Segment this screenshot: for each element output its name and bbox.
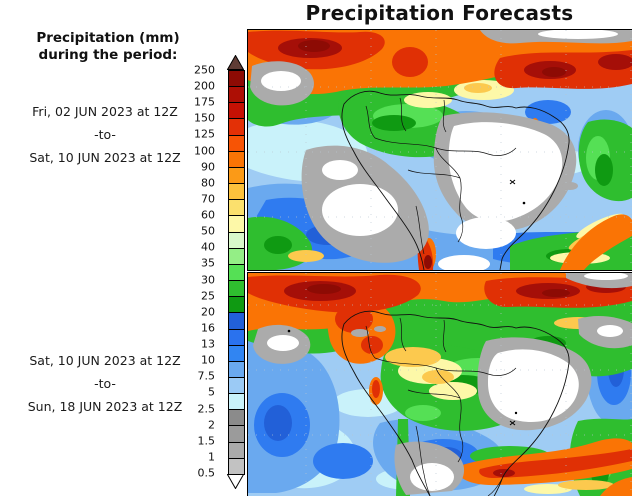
colorbar-segment	[229, 232, 244, 249]
colorbar-label: 90	[201, 160, 215, 174]
colorbar-label: 70	[201, 192, 215, 206]
colorbar-segment	[229, 329, 244, 346]
colorbar-label: 16	[201, 321, 215, 335]
colorbar-label: 40	[201, 240, 215, 254]
colorbar-label: 175	[194, 95, 215, 109]
colorbar-label: 1	[208, 450, 215, 464]
colorbar-label: 80	[201, 176, 215, 190]
period-1-separator: -to-	[94, 127, 116, 142]
colorbar-segment	[229, 281, 244, 298]
colorbar-label: 1.5	[197, 434, 216, 448]
period-2-start: Sat, 10 JUN 2023 at 12Z	[29, 353, 181, 368]
colorbar-label: 25	[201, 289, 215, 303]
colorbar-label: 200	[194, 79, 215, 93]
colorbar-segment	[229, 394, 244, 411]
colorbar-label: 35	[201, 256, 215, 270]
grid-dots	[248, 30, 632, 270]
forecast-map-period-1	[247, 29, 632, 271]
colorbar-label: 0.5	[197, 466, 216, 480]
colorbar-segment	[229, 410, 244, 427]
colorbar-label: 150	[194, 111, 215, 125]
colorbar-segments	[228, 70, 245, 475]
legend-heading-line1: Precipitation (mm)	[36, 30, 180, 46]
legend-heading-line2: during the period:	[38, 47, 178, 63]
period-2-end: Sun, 18 JUN 2023 at 12Z	[27, 399, 183, 414]
colorbar-segment	[229, 313, 244, 330]
colorbar-segment	[229, 71, 244, 88]
colorbar-label: 250	[194, 63, 215, 77]
colorbar-label: 13	[201, 337, 215, 351]
colorbar-label: 5	[208, 385, 215, 399]
colorbar-segment	[229, 442, 244, 459]
colorbar-segment	[229, 135, 244, 152]
forecast-map-period-1-graphic	[248, 30, 632, 270]
colorbar-underflow-arrow-icon	[227, 474, 244, 489]
colorbar-label: 10	[201, 353, 215, 367]
colorbar-overflow-arrow-icon	[227, 55, 244, 70]
colorbar-label: 125	[194, 127, 215, 141]
colorbar-segment	[229, 119, 244, 136]
colorbar-label: 60	[201, 208, 215, 222]
colorbar-segment	[229, 297, 244, 314]
legend-heading: Precipitation (mm) during the period:	[8, 30, 208, 64]
colorbar-label: 100	[194, 144, 215, 158]
colorbar-label: 7.5	[197, 369, 216, 383]
colorbar-segment	[229, 345, 244, 362]
colorbar-segment	[229, 184, 244, 201]
coastline-borders	[341, 310, 570, 496]
colorbar-segment	[229, 264, 244, 282]
colorbar-segment	[229, 167, 244, 185]
colorbar-segment	[229, 458, 244, 474]
forecast-map-period-2	[247, 272, 632, 496]
coastline-borders	[341, 90, 570, 270]
colorbar-segment	[229, 377, 244, 395]
station-marks	[509, 179, 526, 205]
colorbar-labels: 250 200 175 150 125 100 90 80 70 60 50 40 35 30 25 20 16…	[158, 0, 215, 496]
period-1-dates: Fri, 02 JUN 2023 at 12Z -to- Sat, 10 JUN…	[2, 100, 208, 169]
colorbar-label: 50	[201, 224, 215, 238]
colorbar-segment	[229, 151, 244, 168]
colorbar-segment	[229, 216, 244, 233]
colorbar-label: 2	[208, 418, 215, 432]
colorbar-segment	[229, 248, 244, 265]
colorbar-segment	[229, 87, 244, 104]
period-1-end: Sat, 10 JUN 2023 at 12Z	[29, 150, 181, 165]
colorbar-label: 2.5	[197, 402, 216, 416]
period-2-separator: -to-	[94, 376, 116, 391]
forecast-map-period-2-graphic	[248, 273, 632, 496]
colorbar-segment	[229, 361, 244, 378]
colorbar-segment	[229, 426, 244, 443]
colorbar-segment	[229, 200, 244, 217]
grid-dots	[248, 273, 632, 496]
period-1-start: Fri, 02 JUN 2023 at 12Z	[32, 104, 178, 119]
colorbar-segment	[229, 103, 244, 120]
colorbar-label: 30	[201, 273, 215, 287]
colorbar-label: 20	[201, 305, 215, 319]
station-marks	[287, 329, 518, 426]
page-title: Precipitation Forecasts	[305, 1, 574, 25]
period-2-dates: Sat, 10 JUN 2023 at 12Z -to- Sun, 18 JUN…	[2, 349, 208, 418]
